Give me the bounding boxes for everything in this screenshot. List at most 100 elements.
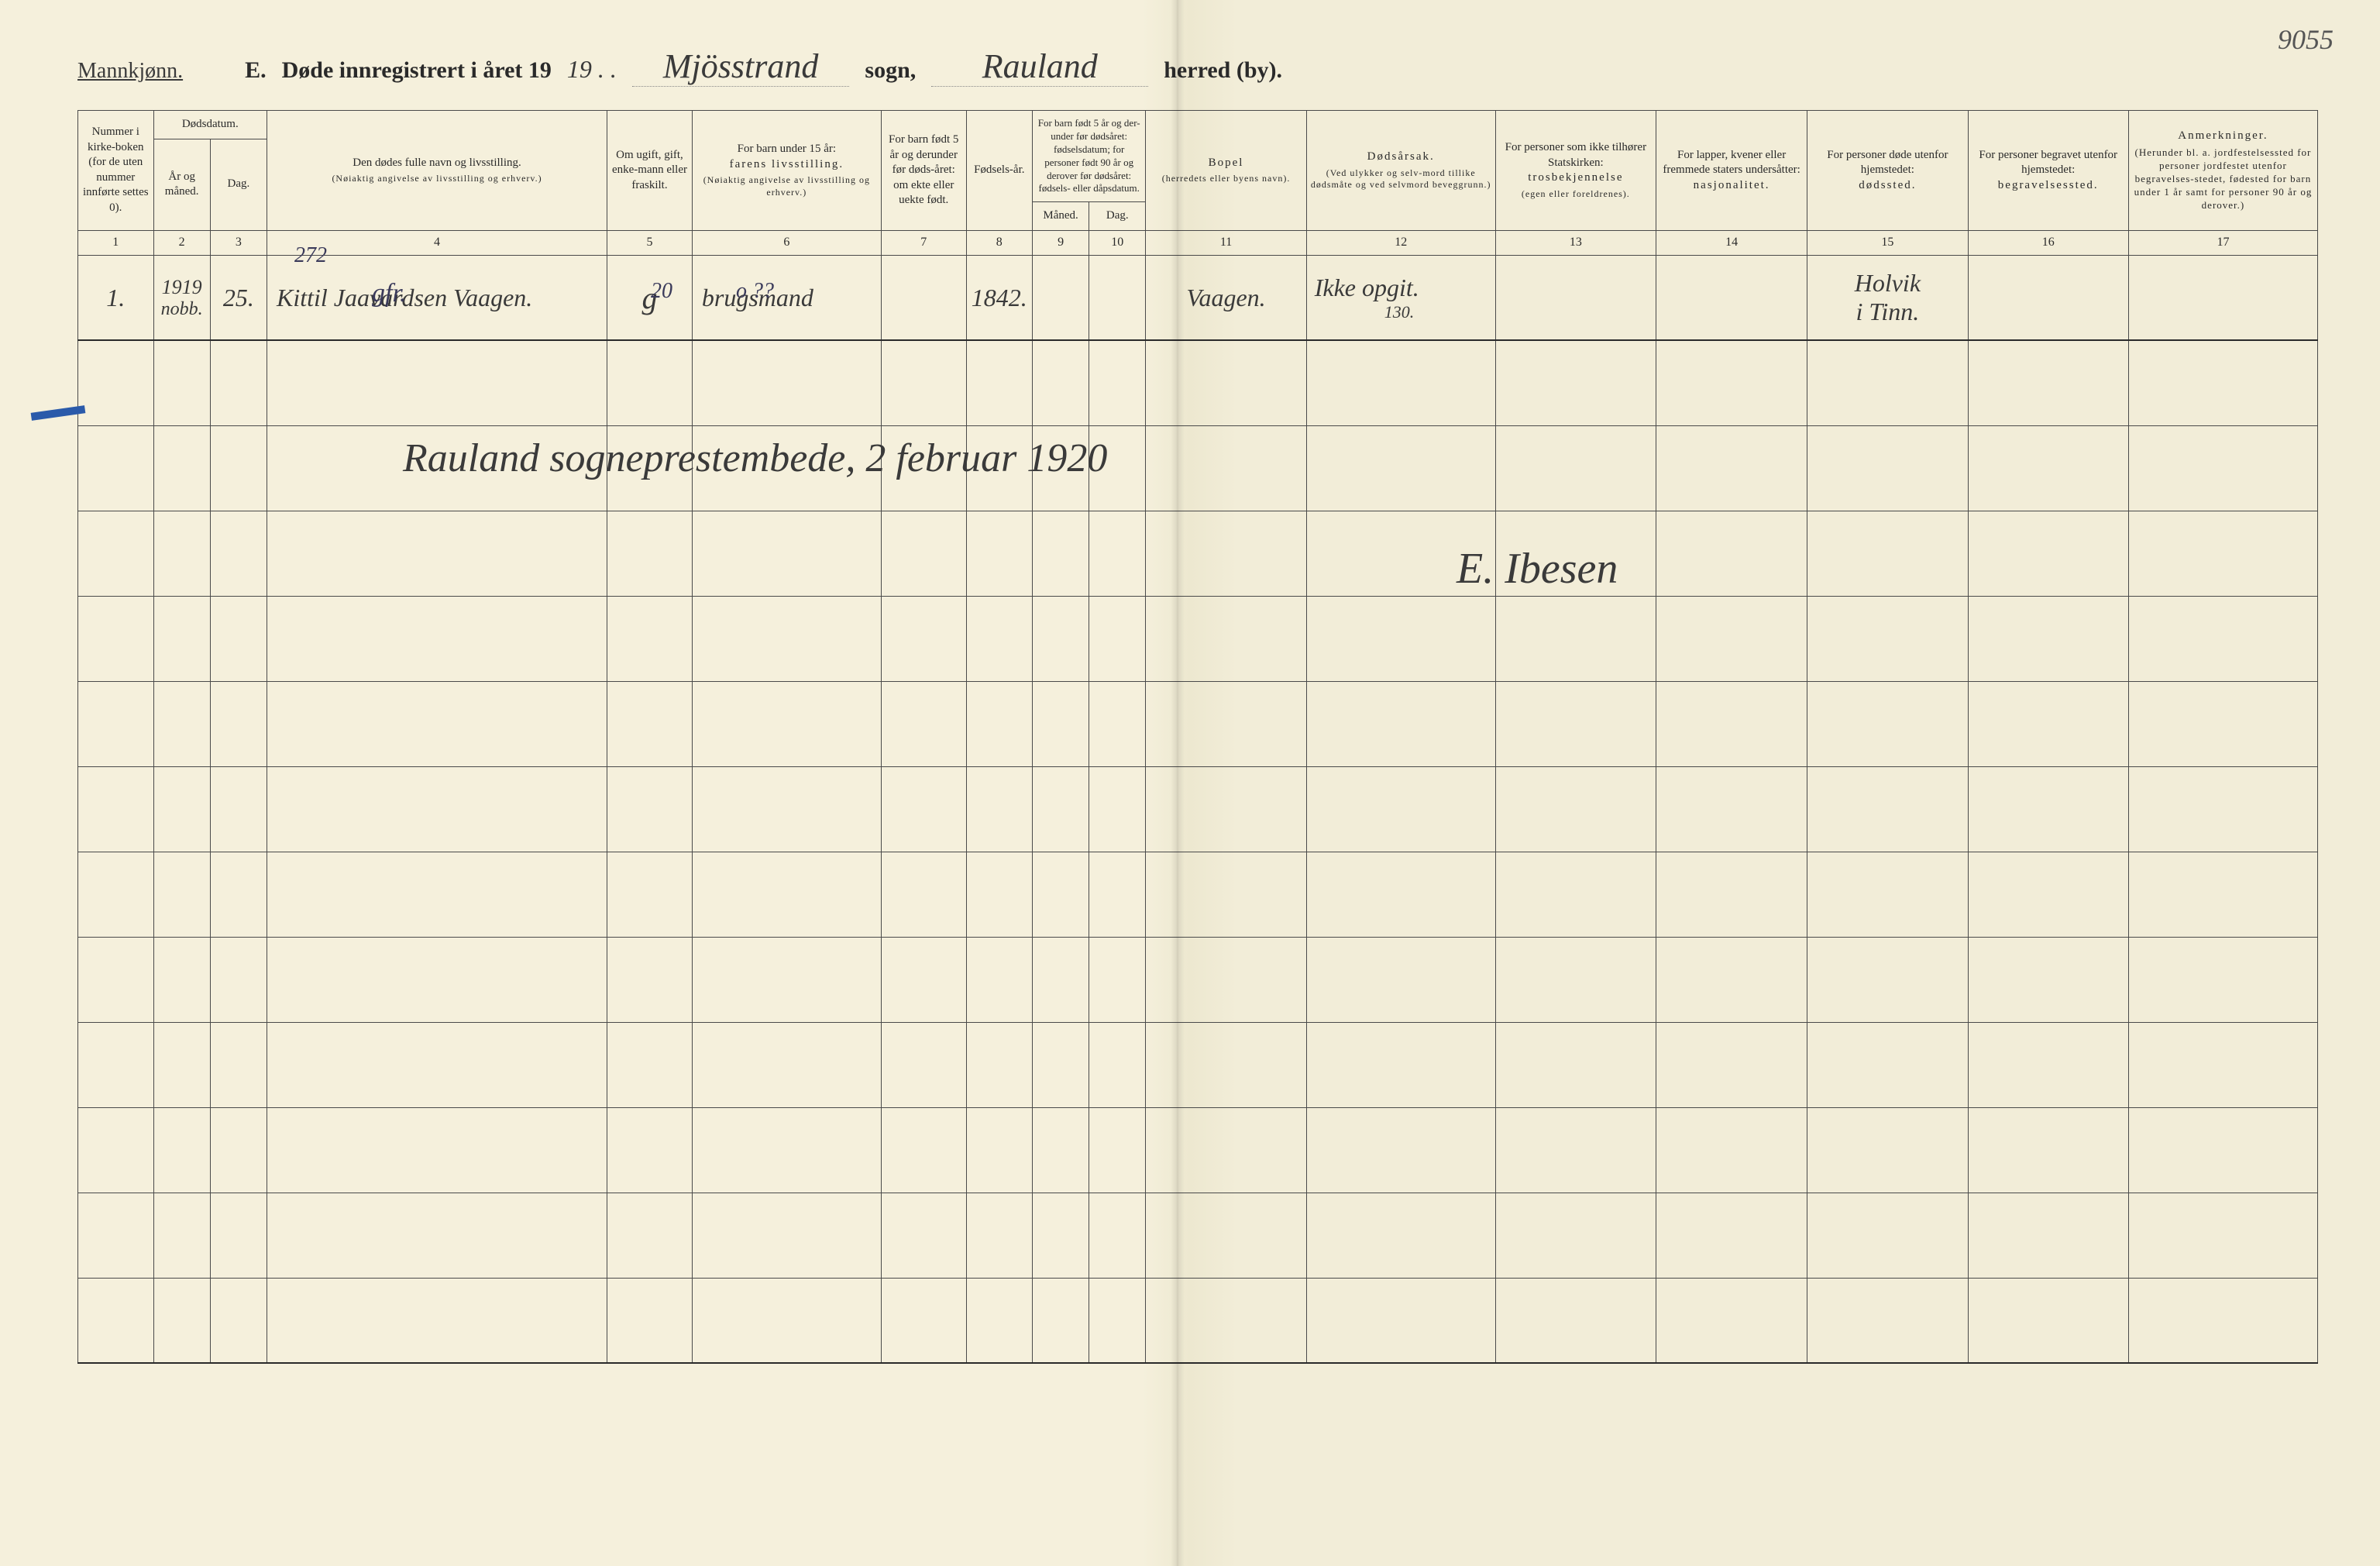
title-prefix: E. xyxy=(245,57,267,84)
cell-deathplace-1: Holvik xyxy=(1855,269,1921,297)
table-header: Nummer i kirke-boken (for de uten nummer… xyxy=(78,111,2318,256)
col-header-16: For personer begravet utenfor hjemstedet… xyxy=(1968,111,2128,231)
col-header-9b: Dag. xyxy=(1089,202,1146,231)
column-number: 1 xyxy=(78,230,154,255)
col-header-15: For personer døde utenfor hjemstedet: dø… xyxy=(1807,111,1968,231)
header-annotation-1: 272 xyxy=(294,243,327,268)
table-row xyxy=(78,511,2318,596)
herred-value: Rauland xyxy=(931,46,1148,87)
table-row: 1. 1919 nobb. 25. Kittil Jaavardsen Vaag… xyxy=(78,255,2318,340)
column-number: 3 xyxy=(210,230,267,255)
column-number: 15 xyxy=(1807,230,1968,255)
col-header-5: Om ugift, gift, enke-mann eller fraskilt… xyxy=(607,111,693,231)
table-row xyxy=(78,1107,2318,1193)
column-number-row: 1234567891011121314151617 xyxy=(78,230,2318,255)
col17-line1: Anmerkninger. xyxy=(2178,129,2268,142)
cell-month: nobb. xyxy=(161,299,203,319)
column-number: 17 xyxy=(2128,230,2317,255)
table-row xyxy=(78,340,2318,425)
column-number: 13 xyxy=(1495,230,1656,255)
column-number: 7 xyxy=(881,230,966,255)
cell-bopel: Vaagen. xyxy=(1186,284,1265,311)
title-text: Døde innregistrert i året 19 xyxy=(282,57,552,84)
document-page: 9055 Mannkjønn. E. Døde innregistrert i … xyxy=(0,0,2380,1566)
header-row: Mannkjønn. E. Døde innregistrert i året … xyxy=(77,46,2318,87)
header-annotation-3: 20 xyxy=(651,279,672,304)
cell-day: 25. xyxy=(223,284,254,311)
column-number: 16 xyxy=(1968,230,2128,255)
col-header-7: For barn født 5 år og derunder før døds-… xyxy=(881,111,966,231)
column-number: 2 xyxy=(153,230,210,255)
col6-line1: For barn under 15 år: xyxy=(738,143,836,155)
col-header-2-group: Dødsdatum. xyxy=(153,111,267,139)
title-line: E. Døde innregistrert i året 19 19 . . Mj… xyxy=(245,46,2318,87)
header-annotation-4: o ?? xyxy=(736,279,774,304)
col14-line1: For lapper, kvener eller fremmede stater… xyxy=(1663,149,1800,177)
gender-label: Mannkjønn. xyxy=(77,59,183,84)
table-row xyxy=(78,766,2318,852)
col-header-9-group: For barn født 5 år og der-under før døds… xyxy=(1032,111,1145,202)
table-row xyxy=(78,937,2318,1022)
col12-line2: (Ved ulykker og selv-mord tillike dødsmå… xyxy=(1310,167,1492,191)
header-annotation-2: gfr. xyxy=(372,279,406,308)
cell-birthyear: 1842. xyxy=(972,284,1027,311)
column-number: 11 xyxy=(1146,230,1306,255)
herred-label: herred (by). xyxy=(1164,57,1282,84)
page-corner-number: 9055 xyxy=(2278,23,2334,56)
col-header-2a: År og måned. xyxy=(153,139,210,230)
col13-line3: (egen eller foreldrenes). xyxy=(1499,188,1653,201)
table-row xyxy=(78,1193,2318,1278)
cell-num: 1. xyxy=(106,284,125,311)
col6-line2: farens livsstilling. xyxy=(730,158,844,170)
col-header-12: Dødsårsak. (Ved ulykker og selv-mord til… xyxy=(1306,111,1495,231)
column-number: 10 xyxy=(1089,230,1146,255)
col16-line1: For personer begravet utenfor hjemstedet… xyxy=(1979,149,2117,177)
col16-line2: begravelsessted. xyxy=(1998,179,2099,191)
cell-year: 1919 xyxy=(162,276,202,298)
table-body: 1. 1919 nobb. 25. Kittil Jaavardsen Vaag… xyxy=(78,255,2318,1363)
col-header-4: Den dødes fulle navn og livsstilling. (N… xyxy=(267,111,607,231)
col15-line1: For personer døde utenfor hjemstedet: xyxy=(1827,149,1948,177)
table-row xyxy=(78,681,2318,766)
table-container: 272 gfr. 20 o ?? Rauland sogneprestembed… xyxy=(77,110,2318,1364)
col13-line1: For personer som ikke tilhører Statskirk… xyxy=(1505,141,1646,169)
col-header-1: Nummer i kirke-boken (for de uten nummer… xyxy=(78,111,154,231)
col4-line2: (Nøiaktig angivelse av livsstilling og e… xyxy=(270,173,604,185)
table-row xyxy=(78,1278,2318,1363)
cell-cause: Ikke opgit. xyxy=(1315,274,1419,301)
col6-line3: (Nøiaktig angivelse av livsstilling og e… xyxy=(696,174,878,198)
sogn-value: Mjösstrand xyxy=(632,46,849,87)
col12-line1: Dødsårsak. xyxy=(1367,150,1435,163)
certification-line: Rauland sogneprestembede, 2 februar 1920 xyxy=(403,435,1107,481)
col15-line2: dødssted. xyxy=(1859,179,1916,191)
cell-cause-sub: 130. xyxy=(1315,302,1415,322)
col-header-6: For barn under 15 år: farens livsstillin… xyxy=(692,111,881,231)
year-suffix: 19 . . xyxy=(567,55,617,84)
col-header-13: For personer som ikke tilhører Statskirk… xyxy=(1495,111,1656,231)
column-number: 5 xyxy=(607,230,693,255)
col13-line2: trosbekjennelse xyxy=(1528,171,1623,184)
col-header-2b: Dag. xyxy=(210,139,267,230)
col-header-11: Bopel (herredets eller byens navn). xyxy=(1146,111,1306,231)
col11-line1: Bopel xyxy=(1209,157,1244,169)
col11-line2: (herredets eller byens navn). xyxy=(1149,173,1302,185)
column-number: 8 xyxy=(966,230,1032,255)
table-row xyxy=(78,852,2318,937)
col14-line2: nasjonalitet. xyxy=(1694,179,1770,191)
col-header-14: For lapper, kvener eller fremmede stater… xyxy=(1656,111,1807,231)
cell-deathplace-2: i Tinn. xyxy=(1856,298,1919,325)
table-row xyxy=(78,1022,2318,1107)
table-row xyxy=(78,596,2318,681)
signature: E. Ibesen xyxy=(1457,544,1618,594)
sogn-label: sogn, xyxy=(865,57,916,84)
register-table: Nummer i kirke-boken (for de uten nummer… xyxy=(77,110,2318,1364)
column-number: 9 xyxy=(1032,230,1089,255)
col4-line1: Den dødes fulle navn og livsstilling. xyxy=(353,157,521,169)
column-number: 6 xyxy=(692,230,881,255)
col-header-9a: Måned. xyxy=(1032,202,1089,231)
col17-line2: (Herunder bl. a. jordfestelsessted for p… xyxy=(2132,146,2314,212)
col-header-17: Anmerkninger. (Herunder bl. a. jordfeste… xyxy=(2128,111,2317,231)
column-number: 14 xyxy=(1656,230,1807,255)
col-header-8: Fødsels-år. xyxy=(966,111,1032,231)
column-number: 12 xyxy=(1306,230,1495,255)
